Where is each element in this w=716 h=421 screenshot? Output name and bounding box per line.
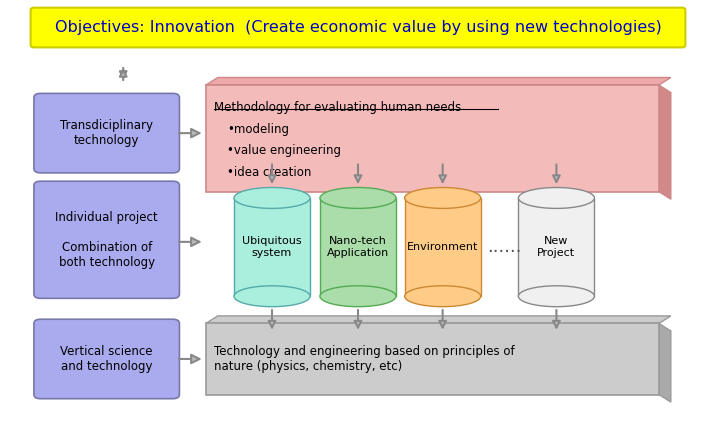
Ellipse shape	[234, 187, 310, 208]
Polygon shape	[659, 85, 671, 199]
Polygon shape	[659, 323, 671, 402]
Bar	[405, 198, 480, 296]
FancyBboxPatch shape	[34, 319, 180, 399]
Ellipse shape	[518, 286, 594, 306]
Bar	[320, 198, 396, 296]
Text: Vertical science
and technology: Vertical science and technology	[60, 345, 153, 373]
Text: Individual project

Combination of
both technology: Individual project Combination of both t…	[55, 211, 158, 269]
Text: Environment: Environment	[407, 242, 478, 252]
Text: •value engineering: •value engineering	[227, 144, 341, 157]
Ellipse shape	[320, 286, 396, 306]
Ellipse shape	[405, 286, 480, 306]
Text: Methodology for evaluating human needs: Methodology for evaluating human needs	[214, 101, 461, 114]
FancyBboxPatch shape	[31, 8, 685, 48]
Bar	[234, 198, 310, 296]
Ellipse shape	[405, 187, 480, 208]
Ellipse shape	[320, 187, 396, 208]
FancyBboxPatch shape	[34, 181, 180, 298]
Text: Technology and engineering based on principles of
nature (physics, chemistry, et: Technology and engineering based on prin…	[214, 345, 514, 373]
Bar	[206, 85, 659, 192]
Text: •modeling: •modeling	[227, 123, 289, 136]
Ellipse shape	[518, 187, 594, 208]
Bar	[206, 323, 659, 394]
Text: New
Project: New Project	[537, 236, 576, 258]
Bar	[518, 198, 594, 296]
FancyBboxPatch shape	[34, 93, 180, 173]
Polygon shape	[206, 316, 671, 323]
Polygon shape	[206, 77, 671, 85]
Text: ......: ......	[488, 238, 522, 256]
Text: Transdiciplinary
technology: Transdiciplinary technology	[60, 119, 153, 147]
Text: Ubiquitous
system: Ubiquitous system	[242, 236, 302, 258]
Text: •idea creation: •idea creation	[227, 166, 311, 179]
Text: Nano-tech
Application: Nano-tech Application	[327, 236, 389, 258]
Text: Objectives: Innovation  (Create economic value by using new technologies): Objectives: Innovation (Create economic …	[54, 20, 662, 35]
Ellipse shape	[234, 286, 310, 306]
